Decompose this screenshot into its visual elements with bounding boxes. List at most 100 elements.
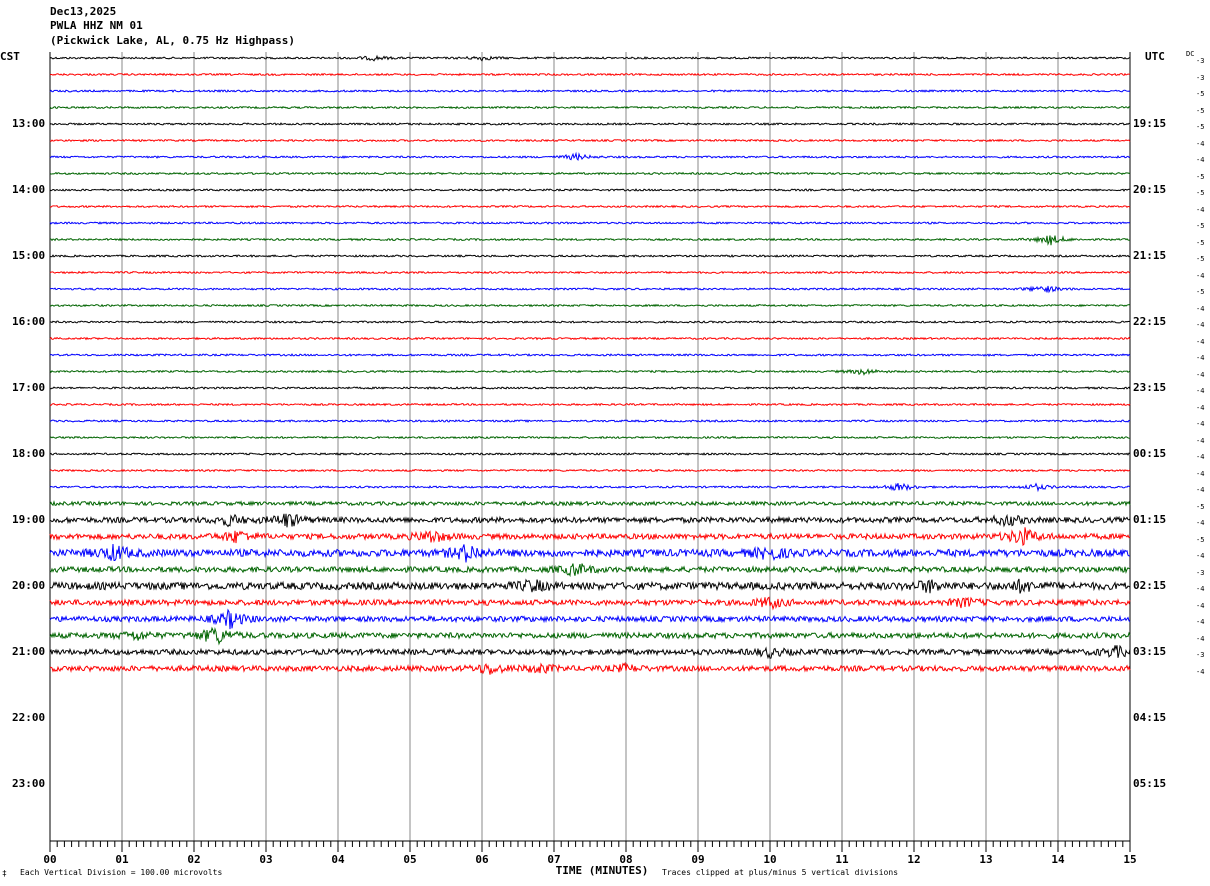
dc-offset-label: -4	[1196, 585, 1205, 593]
left-hour-label: 22:00	[12, 711, 46, 724]
right-hour-label: 21:15	[1133, 249, 1167, 262]
trace-line-30	[49, 543, 1131, 563]
right-hour-label: 03:15	[1133, 645, 1167, 658]
trace-line-35	[49, 626, 1131, 646]
dc-offset-label: -4	[1196, 156, 1205, 164]
trace-line-5	[49, 138, 1131, 143]
left-hour-label: 15:00	[12, 249, 46, 262]
trace-line-37	[49, 661, 1131, 675]
dc-offset-label: -5	[1196, 189, 1205, 197]
left-hour-label: 16:00	[12, 315, 46, 328]
trace-line-8	[49, 188, 1130, 192]
left-hour-label: 13:00	[12, 117, 46, 130]
x-tick-label: 13	[979, 853, 993, 866]
dc-offset-label: -4	[1196, 139, 1205, 148]
dc-offset-label: -4	[1196, 667, 1205, 676]
dc-offset-label: -4	[1196, 370, 1205, 379]
clip-note: Traces clipped at plus/minus 5 vertical …	[662, 868, 899, 877]
trace-line-32	[49, 578, 1131, 594]
x-tick-label: 03	[259, 853, 273, 866]
dc-offset-label: -3	[1196, 57, 1205, 65]
trace-line-18	[49, 353, 1131, 357]
x-tick-label: 04	[331, 853, 345, 866]
dc-offset-label: -4	[1196, 552, 1205, 560]
dc-offset-label: -5	[1196, 106, 1205, 115]
trace-line-0	[49, 54, 1131, 62]
dc-offset-label: -5	[1196, 255, 1205, 263]
dc-offset-label: -3	[1196, 73, 1205, 82]
seismic-traces	[49, 54, 1131, 675]
x-tick-label: 14	[1051, 853, 1065, 866]
dc-offset-label: -5	[1196, 502, 1205, 511]
dc-offset-label: -4	[1196, 519, 1205, 527]
trace-line-10	[49, 221, 1131, 225]
right-hour-label: 04:15	[1133, 711, 1167, 724]
trace-line-12	[50, 254, 1131, 258]
trace-line-7	[49, 171, 1131, 176]
dc-offset-label: -4	[1196, 271, 1205, 280]
x-tick-label: 01	[115, 853, 129, 866]
trace-line-34	[49, 608, 1131, 630]
right-hour-label: 22:15	[1133, 315, 1167, 328]
dc-offset-label: -5	[1196, 172, 1205, 181]
station-code: PWLA HHZ NM 01	[50, 19, 143, 32]
trace-line-27	[49, 500, 1131, 507]
x-tick-label: 00	[43, 853, 57, 866]
dc-offset-label: -4	[1196, 453, 1205, 461]
trace-line-29	[49, 527, 1131, 547]
x-tick-label: 07	[547, 853, 561, 866]
right-hour-label: 05:15	[1133, 777, 1167, 790]
dc-offset-label: -4	[1196, 634, 1205, 643]
x-axis-label: TIME (MINUTES)	[555, 864, 649, 877]
dc-offset-label: -3	[1196, 568, 1205, 577]
dc-offset-label: -4	[1196, 486, 1205, 494]
left-hour-label: 14:00	[12, 183, 46, 196]
trace-line-14	[49, 285, 1131, 294]
dc-offset-label: -4	[1196, 304, 1205, 313]
dc-offset-label: -4	[1196, 420, 1205, 428]
trace-line-13	[49, 270, 1131, 275]
trace-line-4	[49, 122, 1131, 126]
dc-offset-label: -5	[1196, 535, 1205, 544]
dc-offset-label: -5	[1196, 90, 1205, 98]
dc-offset-label: -4	[1196, 618, 1205, 626]
right-hour-label: 19:15	[1133, 117, 1167, 130]
trace-line-22	[49, 419, 1131, 423]
trace-line-6	[49, 151, 1131, 161]
dc-offset-label: -5	[1196, 288, 1205, 296]
dc-offset-label: -4	[1196, 354, 1205, 362]
right-hour-label: 00:15	[1133, 447, 1167, 460]
dc-offset-label: -4	[1196, 403, 1205, 412]
right-hour-label: 01:15	[1133, 513, 1167, 526]
x-tick-label: 02	[187, 853, 201, 866]
left-timezone-label: CST	[0, 50, 20, 63]
dc-label: DC	[1186, 50, 1195, 58]
dc-offset-label: -4	[1196, 601, 1205, 610]
trace-line-17	[49, 336, 1131, 341]
station-location: (Pickwick Lake, AL, 0.75 Hz Highpass)	[50, 34, 296, 47]
right-hour-label: 20:15	[1133, 183, 1167, 196]
left-hour-label: 18:00	[12, 447, 46, 460]
right-hour-label: 02:15	[1133, 579, 1167, 592]
x-tick-label: 06	[475, 853, 489, 866]
trace-line-23	[49, 435, 1131, 440]
x-tick-label: 12	[907, 853, 921, 866]
trace-line-11	[49, 235, 1131, 246]
dc-offset-label: -4	[1196, 337, 1205, 346]
trace-line-28	[49, 513, 1131, 528]
x-tick-label: 10	[763, 853, 777, 866]
record-date: Dec13,2025	[50, 5, 117, 18]
trace-line-25	[49, 468, 1131, 473]
trace-line-16	[49, 320, 1131, 324]
right-hour-label: 23:15	[1133, 381, 1167, 394]
left-hour-label: 17:00	[12, 381, 46, 394]
minute-gridlines	[49, 52, 1131, 841]
trace-line-21	[49, 402, 1131, 407]
footer-mark: ‡	[2, 869, 7, 878]
right-timezone-label: UTC	[1145, 50, 1165, 63]
dc-offset-label: -4	[1196, 205, 1205, 214]
left-hour-label: 20:00	[12, 579, 46, 592]
x-axis	[49, 840, 1131, 852]
left-hour-label: 21:00	[12, 645, 46, 658]
